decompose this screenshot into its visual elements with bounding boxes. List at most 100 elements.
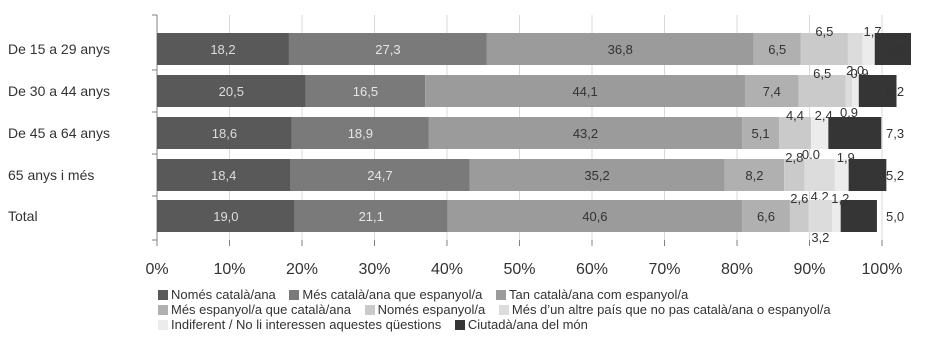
data-label: 18,9	[348, 126, 373, 141]
x-tick-label: 50%	[503, 261, 535, 278]
bar-segment	[305, 75, 426, 107]
legend-swatch	[289, 290, 300, 300]
legend-swatch	[158, 305, 168, 315]
data-label: 0,0	[802, 147, 820, 162]
bar-segment	[784, 159, 805, 191]
bar-segment	[808, 200, 832, 232]
legend-swatch	[364, 305, 375, 315]
data-label: 2,4	[815, 108, 833, 123]
legend-row: Més espanyol/a que català/ana Només espa…	[158, 302, 952, 317]
bar-segment	[831, 200, 841, 232]
x-tick-label: 20%	[286, 261, 318, 278]
bars: 18,2 27,3 36,8 6,56,52,01,75,020,5 16,5 44,1 7…	[157, 24, 911, 245]
data-label: 5,1	[752, 126, 770, 141]
data-label: 16,5	[353, 84, 378, 99]
legend-label: Només espanyol/a	[377, 302, 486, 317]
data-label: 18,4	[211, 168, 236, 183]
legend-label: Només català/ana	[171, 287, 276, 302]
data-label: 5,0	[886, 42, 904, 57]
data-label: 20,5	[219, 84, 244, 99]
legend-item: Només espanyol/a	[364, 302, 486, 317]
legend-item: Més espanyol/a que català/ana	[158, 302, 351, 317]
bar-segment	[157, 75, 306, 107]
bar-segment	[848, 159, 887, 191]
bar-segment	[847, 33, 863, 65]
bar-segment	[290, 159, 470, 191]
bar-segment	[291, 117, 429, 149]
bar-segment	[800, 33, 848, 65]
data-label: 6,5	[813, 66, 831, 81]
data-label: 8,2	[745, 168, 763, 183]
bar-segment	[469, 159, 725, 191]
x-tick-label: 70%	[648, 261, 680, 278]
x-tick-label: 60%	[576, 261, 608, 278]
data-label: 36,8	[608, 42, 633, 57]
data-label: 4,4	[786, 108, 804, 123]
bar-segment	[428, 117, 743, 149]
legend-row: Només català/ana Més català/ana que espa…	[158, 287, 952, 302]
legend: Només català/ana Més català/ana que espa…	[158, 287, 952, 332]
x-tick-label: 40%	[431, 261, 463, 278]
legend-label: Indiferent / No li interessen aquestes q…	[171, 317, 442, 332]
bar-segment	[804, 159, 835, 191]
bar-segment	[753, 33, 801, 65]
category-label: Total	[8, 208, 38, 224]
data-label: 7,3	[886, 126, 904, 141]
category-label: 65 anys i més	[8, 167, 94, 183]
data-label: 2,0	[846, 63, 864, 78]
data-label: 2,8	[785, 150, 803, 165]
bar-segment	[157, 159, 291, 191]
data-label: 7,4	[763, 84, 781, 99]
legend-label: Més català/ana que espanyol/a	[302, 287, 483, 302]
bar-segment	[810, 117, 829, 149]
legend-item: Indiferent / No li interessen aquestes q…	[158, 317, 441, 332]
bar-segment	[724, 159, 785, 191]
legend-item: Ciutadà/ana del món	[454, 317, 588, 332]
legend-swatch	[158, 290, 168, 300]
bar-segment	[840, 200, 877, 232]
bar-segment	[157, 117, 292, 149]
data-label: 24,7	[367, 168, 392, 183]
data-label: 43,2	[573, 126, 598, 141]
bar-segment	[858, 75, 897, 107]
data-label: 19,0	[213, 209, 238, 224]
data-label: 35,2	[584, 168, 609, 183]
bar-segment	[798, 75, 846, 107]
x-tick-label: 90%	[793, 261, 825, 278]
bar-segment	[828, 117, 882, 149]
legend-swatch	[158, 320, 168, 330]
legend-item: Més d’un altre país que no pas català/an…	[498, 302, 831, 317]
x-tick-label: 100%	[862, 261, 903, 278]
category-label: De 45 a 64 anys	[8, 125, 110, 141]
data-label: 3,2	[811, 230, 829, 245]
bar-segment	[779, 117, 811, 149]
x-tick-labels: 0% 10% 20% 30% 40% 50% 60% 70% 80% 90% 100%	[145, 261, 902, 278]
data-label: 5,2	[886, 84, 904, 99]
x-tick-label: 80%	[721, 261, 753, 278]
data-label: 6,5	[768, 42, 786, 57]
data-label: 5,0	[886, 209, 904, 224]
bar-segment	[789, 200, 809, 232]
data-label: 44,1	[572, 84, 597, 99]
bar-segment	[744, 75, 799, 107]
bar-segment	[862, 33, 875, 65]
data-label: 27,3	[375, 42, 400, 57]
bar-segment	[852, 75, 859, 107]
data-label: 40,6	[582, 209, 607, 224]
bar-segment	[294, 200, 448, 232]
bar-segment	[157, 33, 289, 65]
bar-segment	[447, 200, 743, 232]
category-labels: De 15 a 29 anys De 30 a 44 anys De 45 a 64…	[8, 41, 110, 224]
data-label: 18,6	[212, 126, 237, 141]
data-label: 2,6	[790, 191, 808, 206]
bar-segment	[874, 33, 911, 65]
data-label: 5,2	[886, 168, 904, 183]
legend-swatch	[498, 305, 509, 315]
bar-segment	[157, 200, 295, 232]
legend-item: Més català/ana que espanyol/a	[289, 287, 482, 302]
x-tick-label: 0%	[145, 261, 168, 278]
data-label: 6,6	[757, 209, 775, 224]
legend-label: Ciutadà/ana del món	[467, 317, 588, 332]
bar-segment	[845, 75, 853, 107]
bar-segment	[834, 159, 849, 191]
